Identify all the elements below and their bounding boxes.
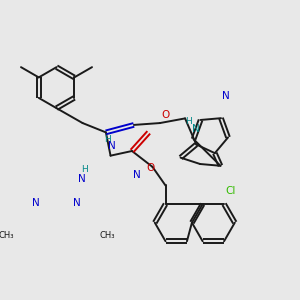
Text: O: O: [146, 163, 155, 172]
Text: N: N: [78, 174, 86, 184]
Text: H: H: [81, 165, 88, 174]
Text: N: N: [32, 198, 40, 208]
Text: N: N: [73, 198, 81, 208]
Text: N: N: [108, 141, 116, 151]
Text: H: H: [104, 135, 111, 144]
Text: H: H: [185, 117, 192, 126]
Text: CH₃: CH₃: [0, 231, 14, 240]
Text: N: N: [222, 91, 230, 101]
Text: O: O: [161, 110, 169, 119]
Text: N: N: [191, 124, 199, 134]
Text: N: N: [133, 170, 140, 180]
Text: CH₃: CH₃: [100, 231, 115, 240]
Text: Cl: Cl: [225, 186, 236, 196]
